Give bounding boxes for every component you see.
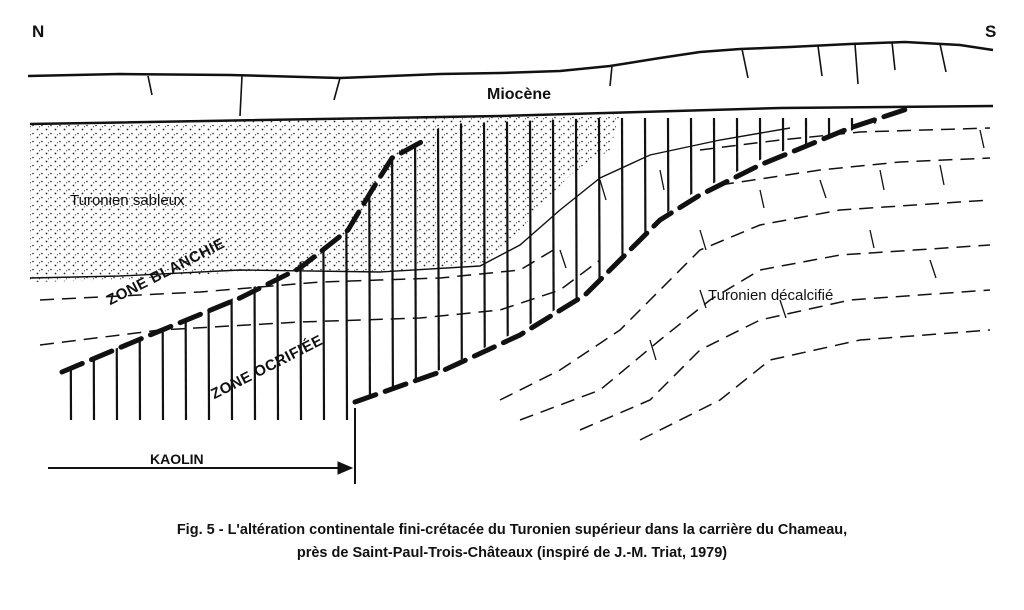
bed-ticks xyxy=(559,129,985,361)
hatch-line xyxy=(597,117,602,420)
kaolin-marker xyxy=(48,408,356,484)
hatch-line xyxy=(413,117,418,420)
hatch-line xyxy=(689,117,694,420)
north-label: N xyxy=(32,22,45,41)
hatch-line xyxy=(712,117,717,420)
hatch-line xyxy=(390,117,395,420)
zone-ocrifiee-front xyxy=(352,105,913,405)
zone-blanchie-front xyxy=(59,137,428,375)
hatch-line xyxy=(850,117,855,420)
sand-lower-boundary xyxy=(29,127,791,279)
figure-caption-line-2: près de Saint-Paul-Trois-Châteaux (inspi… xyxy=(296,545,728,561)
hatch-line xyxy=(827,117,832,420)
alteration-fronts xyxy=(59,105,913,405)
figure-caption-line-1: Fig. 5 - L'altération continentale fini-… xyxy=(176,522,848,538)
topographic-surface xyxy=(27,40,994,80)
turonien-sableux-body xyxy=(30,113,620,282)
hatch-line xyxy=(482,117,487,420)
hatch-line xyxy=(896,117,901,420)
turonien-sableux-label: Turonien sableux xyxy=(70,192,185,209)
hatch-line xyxy=(574,117,579,420)
miocene-layer xyxy=(27,40,994,126)
hatch-line xyxy=(505,117,510,420)
hatch-line xyxy=(873,117,878,420)
hatch-line xyxy=(528,117,533,420)
hatch-line xyxy=(436,117,441,420)
hatch-line xyxy=(758,117,763,420)
miocene-label: Miocène xyxy=(487,86,552,103)
hatch-line xyxy=(666,117,671,420)
hatch-line xyxy=(781,117,786,420)
hatch-line xyxy=(804,117,809,420)
turonien-decalcifie-label: Turonien décalcifié xyxy=(708,287,834,304)
hatch-line xyxy=(459,117,464,420)
hatch-line xyxy=(643,117,648,420)
south-label: S xyxy=(985,22,997,41)
hatch-line xyxy=(735,117,740,420)
hatch-line xyxy=(551,117,556,420)
kaolin-label: KAOLIN xyxy=(150,451,204,467)
hatch-line xyxy=(620,117,625,420)
miocene-base xyxy=(29,104,994,126)
